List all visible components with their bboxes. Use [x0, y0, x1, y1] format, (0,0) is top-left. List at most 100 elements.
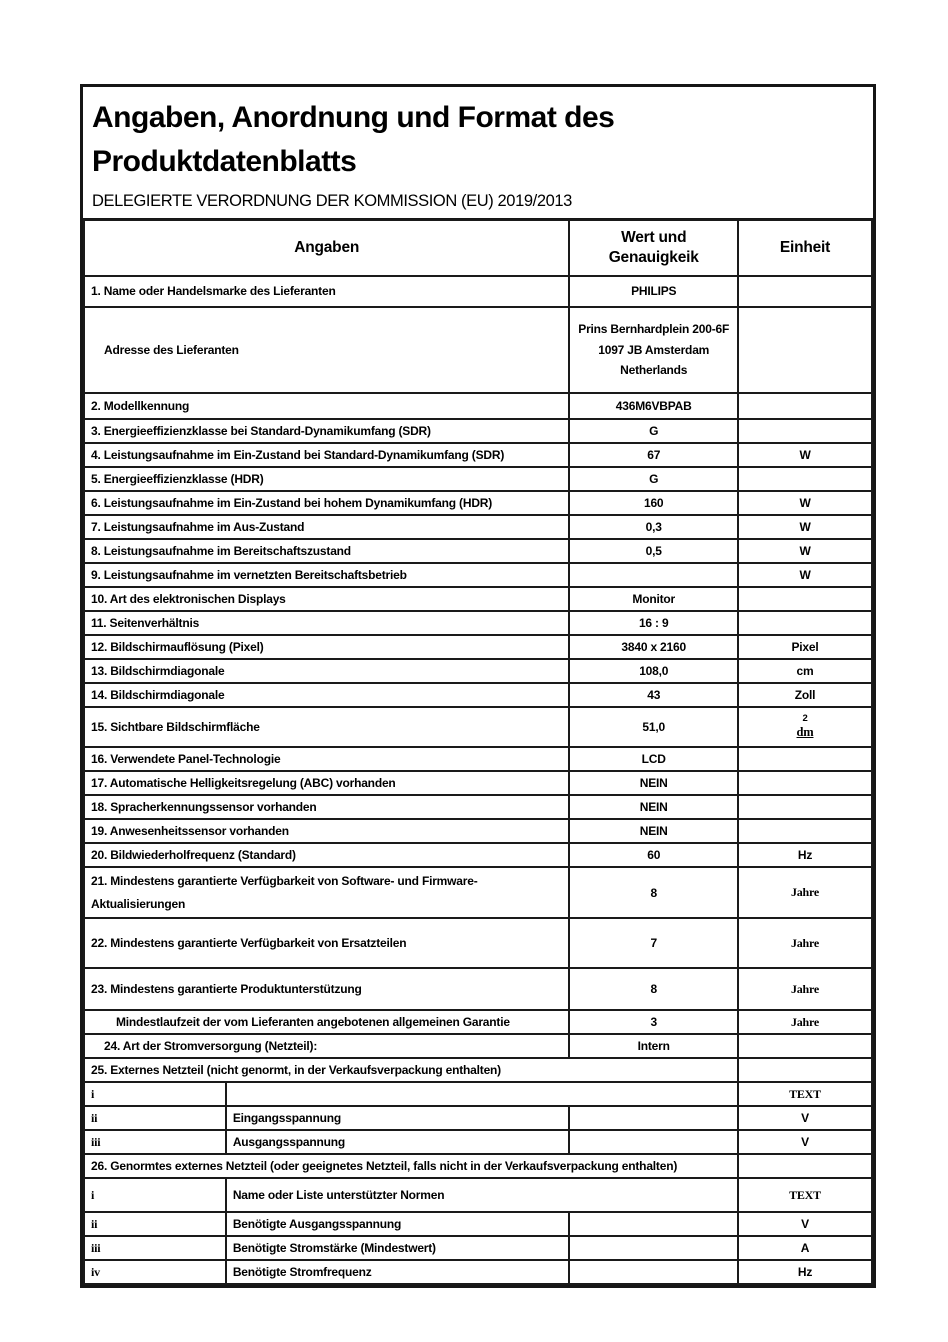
row-unit	[737, 274, 873, 308]
row-value: 0,5	[568, 537, 740, 564]
row-unit: 2 dm	[737, 705, 873, 748]
row-value	[568, 1211, 740, 1238]
table-row: 9. Leistungsaufnahme im vernetzten Berei…	[82, 561, 873, 588]
row-unit	[737, 793, 873, 820]
row-unit: W	[737, 441, 873, 468]
row-value: NEIN	[568, 769, 740, 796]
row-unit: Hz	[737, 841, 873, 868]
row-unit: TEXT	[737, 1177, 873, 1214]
row-unit	[737, 745, 873, 772]
table-row: i Name oder Liste unterstützter Normen TEX…	[83, 1177, 873, 1214]
row-label: 4. Leistungsaufnahme im Ein-Zustand bei …	[82, 441, 571, 468]
row-unit	[737, 465, 873, 492]
title-block: Angaben, Anordnung und Format des Produk…	[83, 87, 873, 219]
row-unit	[737, 1057, 873, 1084]
row-label: Mindestlaufzeit der vom Lieferanten ange…	[82, 1009, 571, 1036]
row-label: 18. Spracherkennungssensor vorhanden	[82, 793, 571, 820]
row-unit	[737, 417, 873, 444]
row-label: 13. Bildschirmdiagonale	[82, 657, 571, 684]
table-row: 3. Energieeffizienzklasse bei Standard-D…	[82, 417, 873, 444]
row-value: 60	[568, 841, 740, 868]
row-value: 67	[568, 441, 740, 468]
row-unit: Jahre	[737, 917, 873, 970]
row-value: G	[568, 465, 740, 492]
row-value: 436M6VBPAB	[568, 391, 740, 420]
row-label: Adresse des Lieferanten	[82, 305, 571, 394]
row-label	[224, 1081, 740, 1108]
row-unit	[737, 305, 873, 394]
row-value: PHILIPS	[568, 274, 740, 308]
row-label: Eingangsspannung	[224, 1105, 571, 1132]
row-unit	[737, 391, 873, 420]
row-roman-numeral: i	[83, 1081, 227, 1108]
table-row: 22. Mindestens garantierte Verfügbarkeit…	[82, 917, 873, 970]
row-label: 23. Mindestens garantierte Produktunters…	[82, 967, 571, 1012]
row-unit	[737, 817, 873, 844]
table-row: 15. Sichtbare Bildschirmfläche 51,0 2 dm	[82, 705, 873, 748]
row-label: 7. Leistungsaufnahme im Aus-Zustand	[82, 513, 571, 540]
row-roman-numeral: iii	[83, 1129, 227, 1156]
row-value	[568, 1129, 740, 1156]
row-label: 22. Mindestens garantierte Verfügbarkeit…	[82, 917, 571, 970]
row-value: 16 : 9	[568, 609, 740, 636]
row-value: 43	[568, 681, 740, 708]
row-label: 3. Energieeffizienzklasse bei Standard-D…	[82, 417, 571, 444]
row-unit	[737, 1033, 873, 1060]
row-unit: A	[737, 1235, 873, 1262]
row-label: 9. Leistungsaufnahme im vernetzten Berei…	[82, 561, 571, 588]
row-value	[568, 561, 740, 588]
row-unit: TEXT	[737, 1081, 873, 1108]
table-row: 21. Mindestens garantierte Verfügbarkeit…	[82, 865, 873, 920]
table-row: 10. Art des elektronischen Displays Monit…	[82, 585, 873, 612]
page-subtitle: DELEGIERTE VERORDNUNG DER KOMMISSION (EU…	[92, 191, 572, 210]
row-value: NEIN	[568, 817, 740, 844]
row-label: 2. Modellkennung	[82, 391, 571, 420]
row-unit: W	[737, 513, 873, 540]
row-value: NEIN	[568, 793, 740, 820]
row-label: 6. Leistungsaufnahme im Ein-Zustand bei …	[82, 489, 571, 516]
row-value: 7	[568, 917, 740, 970]
row-unit	[737, 585, 873, 612]
table-row: 14. Bildschirmdiagonale 43 Zoll	[82, 681, 873, 708]
row-value	[568, 1105, 740, 1132]
row-roman-numeral: iv	[83, 1259, 227, 1286]
row-label: 1. Name oder Handelsmarke des Lieferante…	[82, 274, 571, 308]
row-label: 21. Mindestens garantierte Verfügbarkeit…	[82, 865, 571, 920]
row-unit: Jahre	[737, 865, 873, 920]
row-value: 160	[568, 489, 740, 516]
table-row: 18. Spracherkennungssensor vorhanden NEIN	[82, 793, 873, 820]
row-value	[568, 1259, 740, 1286]
row-unit: Hz	[737, 1259, 873, 1286]
row-label: 24. Art der Stromversorgung (Netzteil):	[82, 1033, 571, 1060]
row-value: Monitor	[568, 585, 740, 612]
table-body: 1. Name oder Handelsmarke des Lieferante…	[82, 274, 873, 1286]
column-header-einheit: Einheit	[737, 218, 873, 277]
row-label: 5. Energieeffizienzklasse (HDR)	[82, 465, 571, 492]
table-row: 23. Mindestens garantierte Produktunters…	[82, 967, 873, 1012]
table-row: 20. Bildwiederholfrequenz (Standard) 60 Hz	[82, 841, 873, 868]
row-unit	[737, 609, 873, 636]
row-unit	[737, 769, 873, 796]
row-value: Intern	[568, 1033, 740, 1060]
row-unit	[737, 1153, 873, 1180]
row-label: 20. Bildwiederholfrequenz (Standard)	[82, 841, 571, 868]
table-row: 6. Leistungsaufnahme im Ein-Zustand bei …	[82, 489, 873, 516]
table-row: 25. Externes Netzteil (nicht genormt, in…	[82, 1057, 873, 1084]
row-label: 17. Automatische Helligkeitsregelung (AB…	[82, 769, 571, 796]
unit-base: dm	[796, 725, 814, 740]
row-label: 8. Leistungsaufnahme im Bereitschaftszus…	[82, 537, 571, 564]
row-value: 108,0	[568, 657, 740, 684]
table-row: 11. Seitenverhältnis 16 : 9	[82, 609, 873, 636]
table-row: 7. Leistungsaufnahme im Aus-Zustand 0,3 W	[82, 513, 873, 540]
row-value: 8	[568, 865, 740, 920]
table-row: 8. Leistungsaufnahme im Bereitschaftszus…	[82, 537, 873, 564]
table-header-row: Angaben Wert und Genauigkeik Einheit	[82, 218, 873, 277]
column-header-wert: Wert und Genauigkeik	[568, 218, 740, 277]
page-title: Angaben, Anordnung und Format des Produk…	[92, 101, 615, 179]
row-unit: W	[737, 561, 873, 588]
row-unit: Jahre	[737, 1009, 873, 1036]
row-roman-numeral: i	[83, 1177, 227, 1214]
table-row: 16. Verwendete Panel-Technologie LCD	[82, 745, 873, 772]
table-row: Adresse des Lieferanten Prins Bernhardple…	[82, 305, 873, 394]
row-unit: Pixel	[737, 633, 873, 660]
